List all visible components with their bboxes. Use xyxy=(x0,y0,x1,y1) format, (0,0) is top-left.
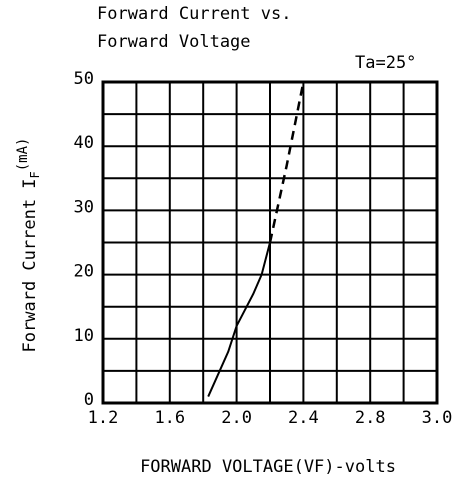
y-axis-label: Forward Current IF(mA) xyxy=(15,138,42,353)
chart-title: Forward Voltage xyxy=(97,32,251,52)
y-tick-label: 10 xyxy=(74,326,94,346)
plot-border xyxy=(101,80,439,405)
x-tick-label: 1.6 xyxy=(154,408,185,428)
x-tick-label: 2.0 xyxy=(221,408,252,428)
chart-title: Forward Current vs. xyxy=(97,4,291,24)
x-tick-label: 2.4 xyxy=(288,408,319,428)
y-tick-label: 50 xyxy=(74,69,94,89)
x-tick-label: 2.8 xyxy=(355,408,386,428)
y-tick-label: 40 xyxy=(74,133,94,153)
y-label-unit: (mA) xyxy=(15,138,31,172)
y-tick-label: 30 xyxy=(74,197,94,217)
y-label-main: Forward Current I xyxy=(20,178,40,352)
annotation: Ta=25° xyxy=(355,53,416,73)
x-tick-label: 1.2 xyxy=(88,408,119,428)
data-line xyxy=(207,242,271,397)
y-tick-label: 0 xyxy=(84,390,94,410)
data-line xyxy=(268,81,305,243)
y-tick-label: 20 xyxy=(74,262,94,282)
x-tick-label: 3.0 xyxy=(422,408,453,428)
x-axis-label: FORWARD VOLTAGE(VF)-volts xyxy=(140,457,396,477)
y-label-sub: F xyxy=(28,171,42,178)
